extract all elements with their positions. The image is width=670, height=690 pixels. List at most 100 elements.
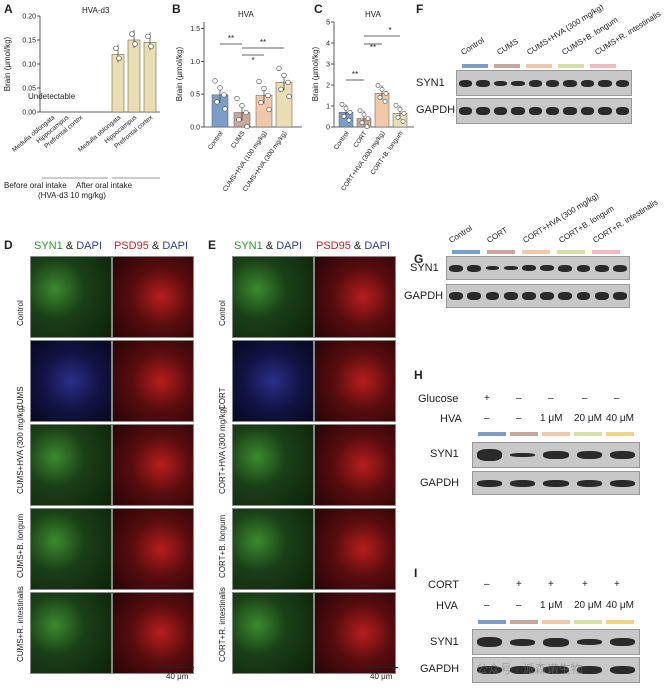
blot-g-syn1-band <box>540 265 554 271</box>
blot-f-gapdh-band <box>546 107 560 115</box>
blot-f-syn1-band <box>615 79 629 87</box>
panel-e-psd95: PSD95 <box>316 240 351 252</box>
panel-d-dapi1: DAPI <box>76 240 102 252</box>
blot-g-gapdh <box>446 284 630 308</box>
chart-b-ytick-label: 1.0 <box>190 59 200 66</box>
panel-f-letter: F <box>416 2 424 16</box>
chart-c-ytick-label: 0 <box>326 125 330 132</box>
blot-g-syn1-band <box>576 264 591 272</box>
blot-i-colorbar-1 <box>478 620 506 624</box>
blot-h-gapdh <box>472 471 640 495</box>
panel-d-syn1-image <box>30 256 112 338</box>
blot-g-row-gapdh: GAPDH <box>404 290 444 302</box>
panel-d-header-left: SYN1 & DAPI <box>34 240 102 252</box>
panel-a-letter: A <box>4 2 13 16</box>
blot-g-gapdh-band <box>503 292 518 300</box>
panel-d-scalebar <box>158 667 194 668</box>
chart-c-point <box>364 124 370 129</box>
blot-g-lane-label: Control <box>447 223 474 245</box>
chart-b-point <box>222 106 228 112</box>
panel-h-hva-value: 20 μM <box>574 413 602 424</box>
chart-b-sig-1: ** <box>228 34 234 43</box>
panel-h-glucose-value: – <box>614 393 620 404</box>
panel-h-glucose-value: + <box>484 393 490 404</box>
blot-g-gapdh-band <box>467 292 482 300</box>
blot-h-colorbar-5 <box>606 432 634 436</box>
blot-i-row-gapdh: GAPDH <box>420 663 460 675</box>
panel-d-header-right: PSD95 & DAPI <box>114 240 188 252</box>
blot-f-gapdh-band <box>476 107 490 115</box>
chart-c-ytick-label: 5 <box>326 20 330 27</box>
chart-c-point <box>383 91 389 96</box>
blot-f-gapdh <box>456 98 632 124</box>
blot-i-colorbar-3 <box>542 620 570 624</box>
chart-c-point <box>359 120 365 125</box>
chart-a-ytick-label: 0.05 <box>22 86 36 93</box>
chart-a-group2-line1: After oral intake <box>76 181 133 190</box>
panel-i-hva-value: – <box>484 600 490 611</box>
panel-e-dapi2: DAPI <box>364 240 391 252</box>
chart-b-point <box>244 123 250 130</box>
blot-g-lane-label: CORT <box>485 225 510 245</box>
chart-a-point <box>145 33 151 40</box>
chart-c-point <box>397 106 403 112</box>
blot-g-gapdh-band <box>449 292 463 300</box>
chart-a-point <box>132 41 138 47</box>
blot-h-gapdh-band <box>476 479 503 487</box>
chart-c-point <box>379 87 385 92</box>
panel-i-cond2: HVA <box>436 600 458 612</box>
panel-i-hva-value: 20 μM <box>574 600 602 611</box>
chart-c-point <box>377 95 383 100</box>
chart-b-point <box>266 106 272 113</box>
panel-d-syn1: SYN1 <box>34 240 63 252</box>
blot-f-gapdh-band <box>580 107 595 115</box>
blot-g-syn1-band <box>449 264 463 272</box>
panel-d-syn1-image <box>30 508 112 590</box>
blot-f-syn1 <box>456 70 632 96</box>
blot-i-gapdh-band <box>510 666 536 674</box>
chart-a-group2-line2: (HVA-d3 10 mg/kg) <box>38 191 106 200</box>
blot-h-row-syn1: SYN1 <box>430 448 459 460</box>
panel-h-cond1: Glucose <box>418 393 459 405</box>
panel-i-cort-value: + <box>516 579 522 590</box>
chart-b-point <box>286 93 292 99</box>
chart-b-point <box>221 92 227 98</box>
panel-d-psd95-image <box>112 592 194 674</box>
panel-e-syn1-image <box>232 424 314 506</box>
panel-d-psd95-image <box>112 508 194 590</box>
blot-i-syn1-band <box>543 637 569 647</box>
chart-c-point <box>341 113 347 119</box>
panel-e-amp2: & <box>353 240 362 252</box>
panel-e-psd95-image <box>314 592 396 674</box>
blot-h-colorbar-1 <box>478 432 506 436</box>
panel-e-row-label: CORT+HVA (300 mg/kg) <box>218 406 227 494</box>
panel-h-glucose-value: – <box>548 393 554 404</box>
blot-f-row-gapdh: GAPDH <box>416 104 456 116</box>
blot-f-syn1-band <box>493 80 508 86</box>
panel-d-psd95: PSD95 <box>114 240 149 252</box>
panel-d-psd95-image <box>112 424 194 506</box>
blot-f-lane-label: Control <box>459 35 486 57</box>
chart-b-ytick-label: 0.5 <box>190 92 200 99</box>
blot-g-gapdh-band <box>612 292 627 300</box>
chart-b-ytick-label: 1.5 <box>190 26 200 33</box>
panel-d-letter: D <box>4 238 13 252</box>
panel-d-dapi2: DAPI <box>162 240 189 252</box>
blot-f-row-syn1: SYN1 <box>416 77 445 89</box>
chart-c-point <box>400 118 406 124</box>
panel-h-hva-value: 1 μM <box>540 413 563 424</box>
chart-c-point <box>365 116 371 121</box>
blot-f-syn1-band <box>511 80 525 86</box>
panel-d-psd95-image <box>112 256 194 338</box>
blot-h-syn1-band <box>510 453 536 457</box>
chart-a-ytick-label: 0.20 <box>22 14 36 21</box>
panel-h-hva-value: 40 μM <box>606 413 634 424</box>
chart-c-point <box>401 110 407 116</box>
chart-b-point <box>236 116 242 123</box>
chart-c-point <box>357 108 363 113</box>
blot-g-syn1-band <box>521 265 536 271</box>
panel-h-hva-value: – <box>516 413 522 424</box>
panel-e-syn1: SYN1 <box>234 240 263 252</box>
chart-b-ytick-label: 0.0 <box>190 125 200 132</box>
